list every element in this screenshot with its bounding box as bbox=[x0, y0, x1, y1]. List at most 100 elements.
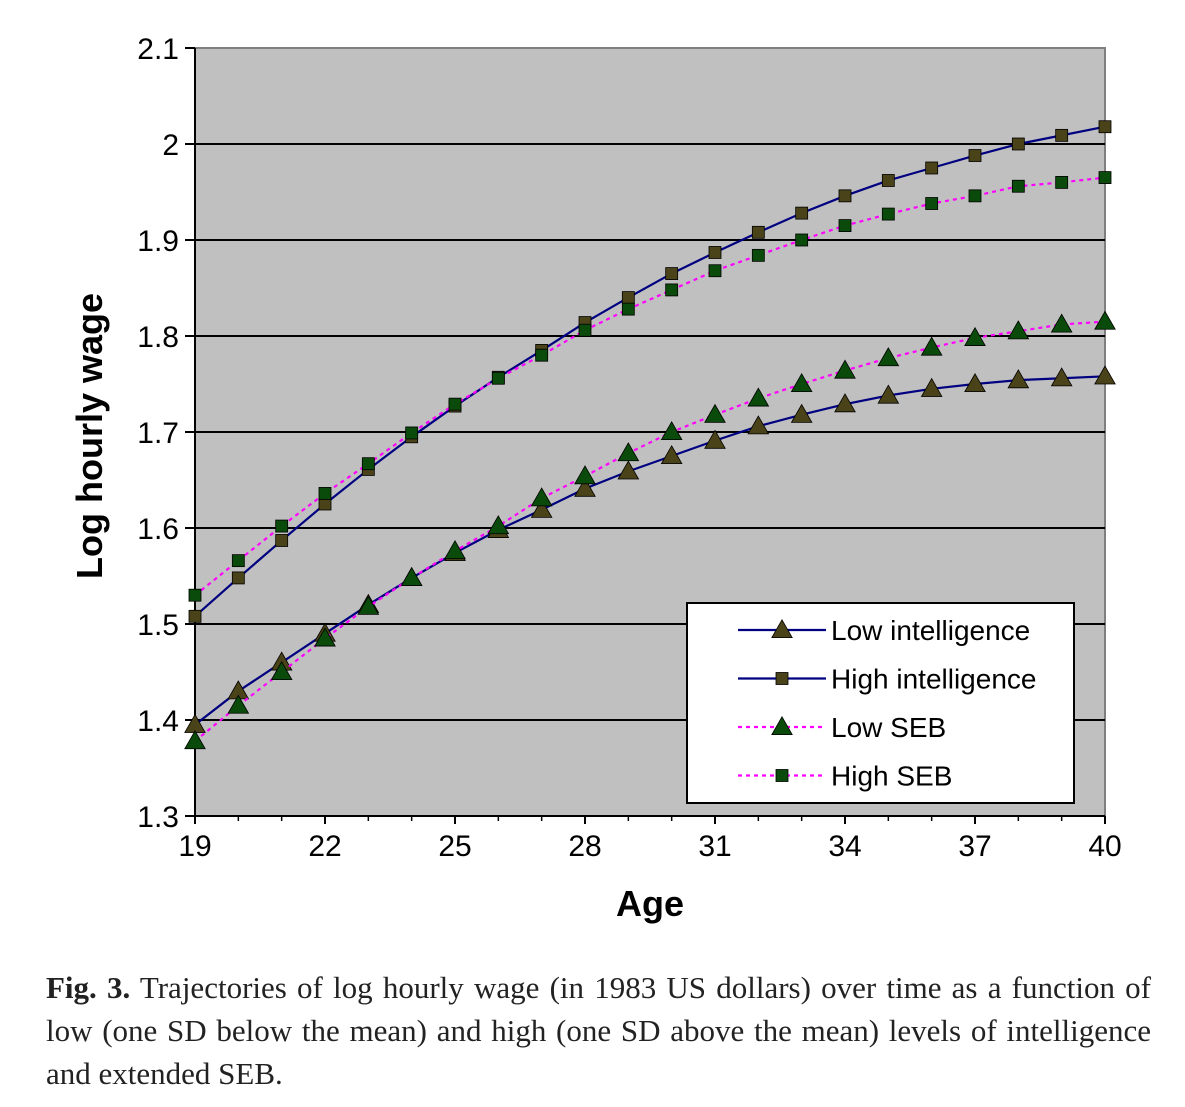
series-low-intelligence bbox=[184, 365, 1116, 733]
data-point bbox=[231, 571, 245, 585]
data-point bbox=[704, 429, 726, 449]
series-line bbox=[194, 176, 1106, 597]
caption-text: Trajectories of log hourly wage (in 1983… bbox=[46, 970, 1151, 1091]
legend-label: Low intelligence bbox=[831, 615, 1030, 646]
data-point bbox=[188, 609, 202, 623]
figure-caption: Fig. 3. Trajectories of log hourly wage … bbox=[46, 966, 1151, 1095]
data-point bbox=[838, 219, 852, 233]
data-point bbox=[1094, 365, 1116, 385]
data-point bbox=[1007, 320, 1030, 340]
x-tick-label: 40 bbox=[1088, 830, 1121, 863]
series-line bbox=[194, 320, 1106, 742]
data-point bbox=[487, 515, 510, 535]
data-point bbox=[747, 415, 770, 435]
legend-swatch-marker bbox=[775, 672, 789, 685]
data-point bbox=[275, 519, 289, 533]
data-point bbox=[1011, 179, 1025, 193]
legend-item: High intelligence bbox=[738, 664, 1036, 695]
data-point bbox=[838, 189, 852, 203]
data-point bbox=[188, 588, 202, 602]
legend-label: High intelligence bbox=[831, 664, 1036, 695]
x-tick-label: 37 bbox=[958, 830, 991, 863]
data-point bbox=[621, 302, 635, 316]
data-point bbox=[964, 372, 986, 393]
legend-box bbox=[686, 602, 1075, 804]
line-chart: 1.3 1.4 1.5 1.6 1.7 1.8 1.9 2 2.1 19 22 25 28 31 34 37 4… bbox=[69, 33, 1122, 924]
data-point bbox=[834, 393, 856, 413]
y-tick-label: 2 bbox=[162, 129, 179, 162]
data-point bbox=[708, 264, 722, 278]
data-point bbox=[184, 730, 206, 750]
legend-label: Low SEB bbox=[831, 712, 946, 743]
y-tick-label: 1.7 bbox=[137, 417, 179, 450]
data-point bbox=[227, 694, 250, 714]
data-point bbox=[877, 347, 900, 367]
data-point bbox=[708, 246, 722, 259]
y-tick-label: 1.6 bbox=[137, 513, 179, 546]
data-point bbox=[1055, 128, 1069, 142]
series-line bbox=[194, 125, 1106, 618]
series-high-seb bbox=[188, 171, 1112, 602]
tick-labels: 1.3 1.4 1.5 1.6 1.7 1.8 1.9 2 2.1 19 22 25 28 31 34 37 4… bbox=[137, 33, 1121, 863]
data-point bbox=[617, 442, 640, 462]
data-point bbox=[400, 566, 423, 586]
legend-item: Low intelligence bbox=[738, 615, 1030, 646]
data-point bbox=[704, 403, 726, 423]
data-point bbox=[491, 371, 505, 385]
data-point bbox=[881, 207, 895, 221]
data-point bbox=[968, 189, 982, 203]
legend-swatch-marker bbox=[775, 769, 789, 782]
data-point bbox=[920, 377, 943, 397]
data-point bbox=[1007, 369, 1030, 389]
data-point bbox=[665, 267, 679, 281]
data-point bbox=[231, 554, 245, 568]
legend-item: Low SEB bbox=[738, 712, 946, 743]
caption-label: Fig. 3. bbox=[46, 970, 131, 1005]
data-point bbox=[318, 487, 332, 500]
data-point bbox=[747, 387, 770, 407]
x-tick-label: 22 bbox=[308, 830, 341, 863]
data-point bbox=[405, 426, 419, 440]
data-point bbox=[925, 197, 939, 210]
data-point bbox=[535, 348, 549, 362]
data-point bbox=[790, 403, 813, 423]
data-point bbox=[877, 384, 900, 404]
data-point bbox=[795, 206, 809, 220]
data-point bbox=[448, 397, 462, 411]
data-point bbox=[314, 627, 336, 647]
series-low-seb bbox=[184, 310, 1116, 750]
y-tick-label: 1.5 bbox=[137, 609, 179, 642]
legend-swatch-marker bbox=[771, 618, 793, 639]
data-point bbox=[968, 149, 982, 162]
legend-swatch-marker bbox=[771, 715, 793, 736]
data-point bbox=[795, 233, 809, 247]
data-point bbox=[1098, 171, 1112, 185]
series-line bbox=[194, 375, 1106, 726]
data-point bbox=[1050, 313, 1073, 333]
y-tick-label: 2.1 bbox=[137, 33, 179, 66]
x-tick-label: 34 bbox=[828, 830, 861, 863]
data-point bbox=[574, 477, 596, 497]
data-point bbox=[270, 660, 293, 681]
y-tick-label: 1.9 bbox=[137, 225, 179, 258]
data-point bbox=[530, 498, 553, 518]
data-point bbox=[665, 283, 679, 297]
data-point bbox=[1098, 120, 1112, 134]
x-tick-label: 25 bbox=[438, 830, 471, 863]
data-point bbox=[1094, 310, 1116, 330]
data-point bbox=[578, 323, 592, 337]
data-point bbox=[881, 174, 895, 187]
data-point bbox=[621, 291, 635, 305]
axes bbox=[185, 47, 1106, 824]
data-point bbox=[834, 359, 856, 379]
x-tick-label: 31 bbox=[698, 830, 731, 863]
data-point bbox=[275, 534, 289, 547]
data-point bbox=[925, 161, 939, 175]
data-point bbox=[357, 595, 380, 615]
data-point bbox=[1050, 367, 1073, 387]
data-point bbox=[1055, 175, 1069, 189]
y-tick-label: 1.3 bbox=[137, 801, 179, 834]
data-point bbox=[790, 372, 813, 393]
data-point bbox=[617, 460, 640, 480]
